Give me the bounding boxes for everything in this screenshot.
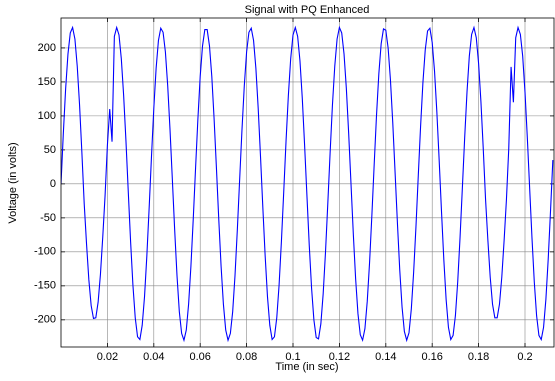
x-tick-label: 0.2 bbox=[517, 351, 532, 363]
y-tick-label: -200 bbox=[34, 314, 56, 326]
data-layer bbox=[61, 25, 554, 343]
x-tick-label: 0.02 bbox=[97, 351, 118, 363]
y-tick-label: 200 bbox=[38, 42, 56, 54]
x-tick-label: 0.06 bbox=[189, 351, 210, 363]
x-tick-label: 0.08 bbox=[236, 351, 257, 363]
y-tick-label: -100 bbox=[34, 246, 56, 258]
y-tick-label: 0 bbox=[50, 178, 56, 190]
x-tick-label: 0.12 bbox=[329, 351, 350, 363]
y-tick-label: -150 bbox=[34, 280, 56, 292]
y-tick-label: 100 bbox=[38, 110, 56, 122]
x-axis-label: Time (in sec) bbox=[275, 361, 338, 373]
y-tick-label: 150 bbox=[38, 76, 56, 88]
x-tick-label: 0.04 bbox=[143, 351, 164, 363]
x-tick-label: 0.16 bbox=[421, 351, 442, 363]
chart-title: Signal with PQ Enhanced bbox=[245, 4, 370, 16]
y-tick-label: 50 bbox=[44, 144, 56, 156]
plot-area bbox=[61, 18, 554, 347]
y-tick-label: -50 bbox=[40, 212, 56, 224]
x-tick-label: 0.18 bbox=[468, 351, 489, 363]
x-tick-label: 0.14 bbox=[375, 351, 396, 363]
signal-line bbox=[61, 25, 554, 343]
x-tick-label: 0.1 bbox=[285, 351, 300, 363]
axes-box bbox=[60, 17, 555, 348]
y-axis-label: Voltage (in volts) bbox=[7, 142, 19, 223]
